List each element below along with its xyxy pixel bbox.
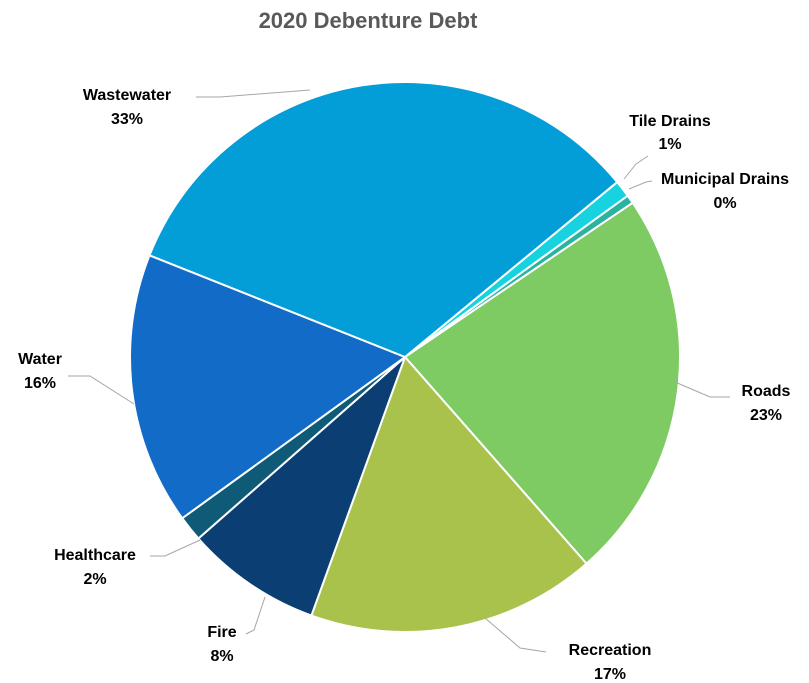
slice-value-recreation: 17% (594, 666, 626, 683)
slice-label-healthcare: Healthcare (54, 547, 136, 564)
slice-value-water: 16% (24, 375, 56, 392)
leader-lines (68, 89, 730, 653)
pie-slice-water (129, 254, 408, 520)
slice-label-recreation: Recreation (569, 642, 652, 659)
pie-slice-wastewater (148, 81, 619, 359)
leader-line-recreation (484, 617, 547, 653)
slice-labels: Tile Drains 1% Municipal Drains 0% Roads 23% R… (18, 87, 790, 683)
pie-slice-fire (196, 356, 406, 617)
leader-line-fire (245, 596, 266, 635)
leader-line-roads (674, 381, 730, 398)
leader-line-healthcare (150, 539, 201, 557)
slice-label-tile-drains: Tile Drains (629, 113, 711, 130)
leader-line-water (68, 375, 135, 405)
slice-value-wastewater: 33% (111, 111, 143, 128)
slice-value-tile-drains: 1% (658, 136, 681, 153)
slice-label-water: Water (18, 351, 62, 368)
slice-value-healthcare: 2% (83, 571, 106, 588)
slice-value-roads: 23% (750, 407, 782, 424)
slice-label-roads: Roads (742, 383, 791, 400)
slice-label-fire: Fire (207, 624, 236, 641)
slice-label-wastewater: Wastewater (83, 87, 171, 104)
slice-value-fire: 8% (210, 648, 233, 665)
chart-title: 2020 Debenture Debt (259, 8, 479, 33)
leader-line-municipal-drains (628, 180, 653, 190)
slice-value-municipal-drains: 0% (713, 195, 736, 212)
pie-slice-roads (403, 201, 682, 566)
pie-slices (129, 81, 682, 633)
leader-line-wastewater (196, 89, 311, 98)
slice-label-municipal-drains: Municipal Drains (661, 171, 789, 188)
leader-line-tile-drains (623, 155, 649, 180)
